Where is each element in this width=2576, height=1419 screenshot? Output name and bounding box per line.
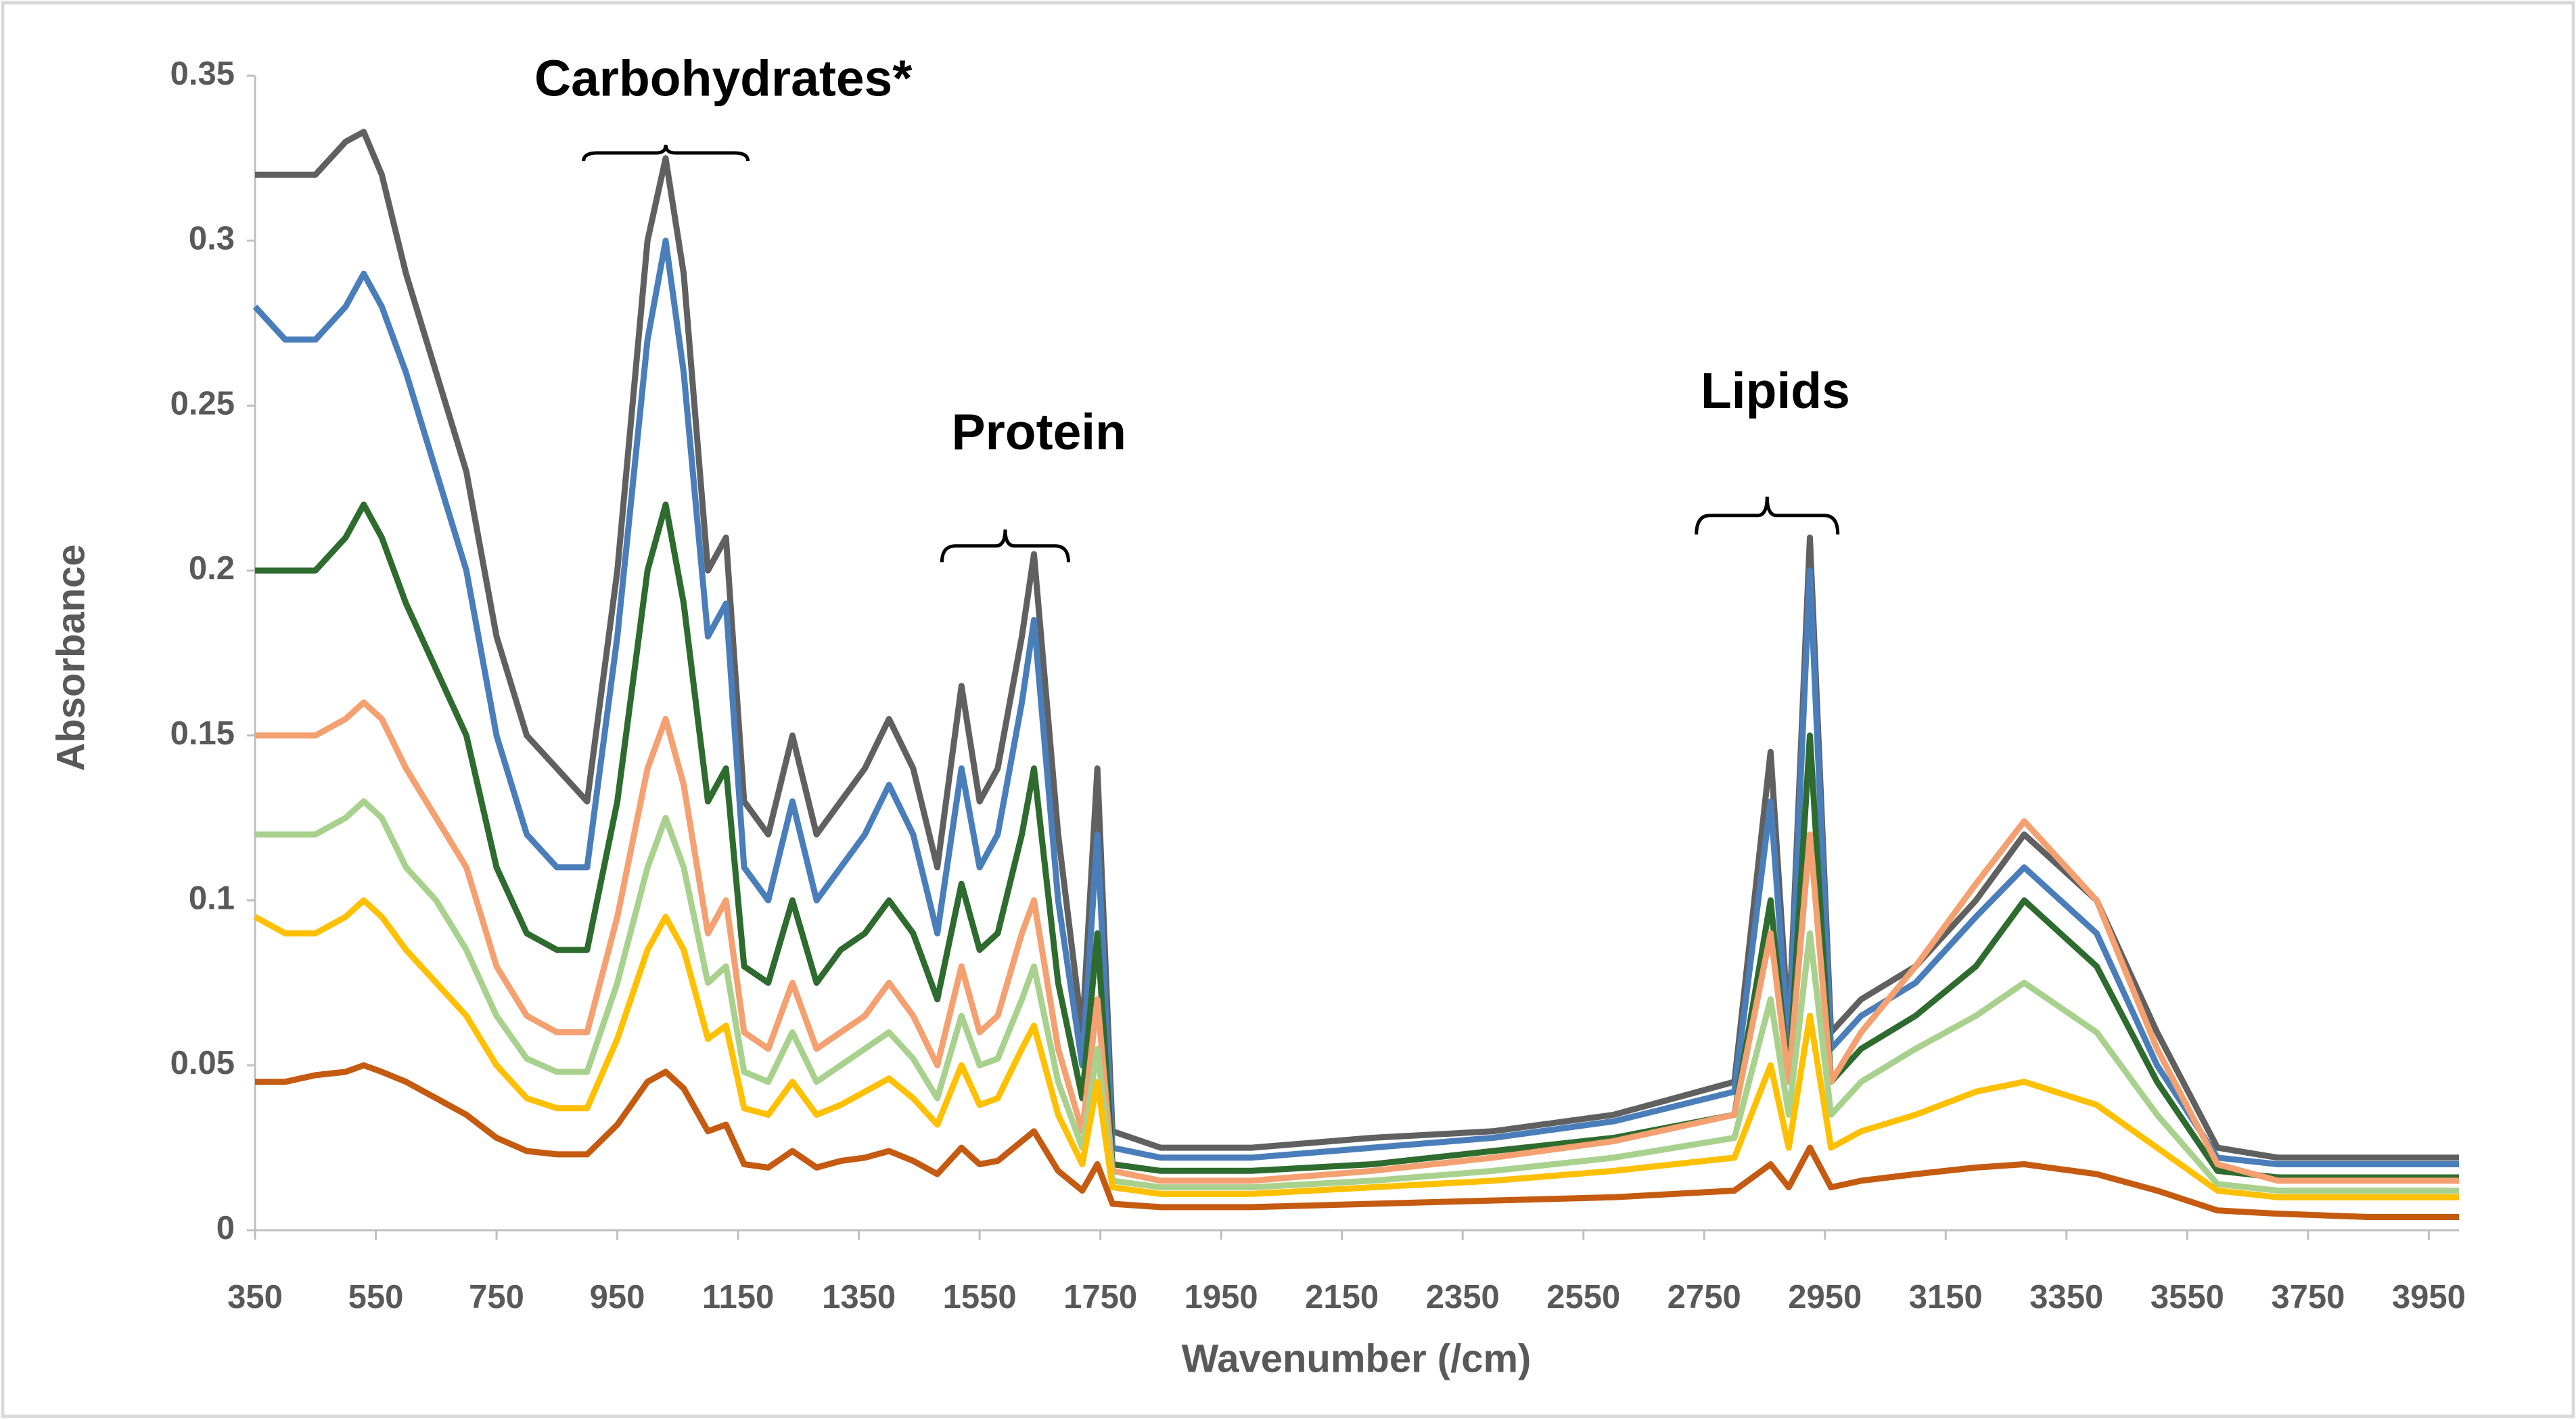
y-tick-label: 0.3 xyxy=(189,221,235,257)
y-tick-label: 0.1 xyxy=(189,880,235,917)
x-tick-label: 2550 xyxy=(1546,1279,1620,1315)
y-tick-label: 0.2 xyxy=(189,550,235,587)
annotation: Lipids xyxy=(1701,362,1850,419)
spectrum-line xyxy=(255,798,2459,1194)
x-tick-label: 550 xyxy=(348,1279,404,1315)
y-tick-label: 0.05 xyxy=(170,1045,235,1081)
x-tick-label: 1350 xyxy=(822,1279,896,1315)
spectrum-line xyxy=(255,699,2459,1184)
y-tick-label: 0.35 xyxy=(170,55,235,92)
y-tick-label: 0.15 xyxy=(170,715,235,752)
x-tick-label: 2150 xyxy=(1305,1279,1379,1315)
spectrum-line xyxy=(252,238,2459,1167)
x-tick-label: 3350 xyxy=(2029,1279,2103,1315)
x-tick-label: 750 xyxy=(469,1279,524,1315)
x-tick-label: 2750 xyxy=(1668,1279,1741,1315)
spectrum-line xyxy=(255,501,2459,1181)
x-tick-label: 1550 xyxy=(943,1279,1017,1315)
spectrum-line xyxy=(255,1062,2459,1220)
spectrum-line xyxy=(255,129,2459,1161)
y-axis-label: Absorbance xyxy=(49,544,93,771)
bracket xyxy=(582,144,750,162)
x-axis-label: Wavenumber (/cm) xyxy=(1182,1336,1532,1380)
x-tick-label: 3150 xyxy=(1909,1279,1983,1315)
x-tick-label: 350 xyxy=(227,1279,283,1315)
y-tick-label: 0 xyxy=(216,1210,235,1246)
bracket xyxy=(940,529,1070,563)
x-tick-label: 3550 xyxy=(2150,1279,2224,1315)
x-tick-label: 950 xyxy=(590,1279,645,1315)
x-tick-label: 3750 xyxy=(2271,1279,2345,1315)
x-tick-label: 1950 xyxy=(1184,1279,1258,1315)
annotation: Carbohydrates* xyxy=(534,49,913,106)
x-tick-label: 3950 xyxy=(2392,1279,2466,1315)
annotation: Protein xyxy=(952,403,1126,460)
x-tick-label: 1150 xyxy=(702,1279,774,1315)
x-tick-label: 2350 xyxy=(1426,1279,1500,1315)
y-tick-label: 0.25 xyxy=(170,385,235,422)
x-tick-label: 2950 xyxy=(1788,1279,1862,1315)
x-tick-label: 1750 xyxy=(1063,1279,1137,1315)
bracket xyxy=(1695,496,1840,535)
spectrum-line xyxy=(253,897,2459,1200)
